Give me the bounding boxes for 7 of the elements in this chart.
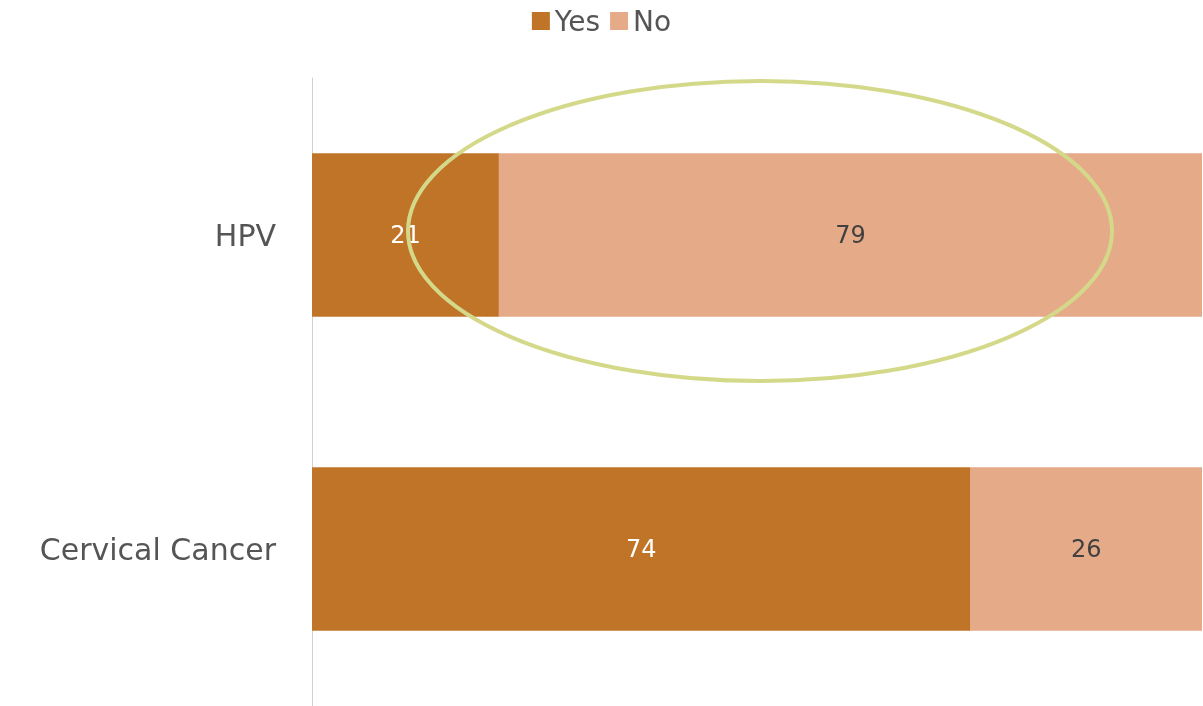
legend-label: No	[633, 4, 672, 38]
y-tick-label: Cervical Cancer	[39, 531, 277, 567]
data-label: 74	[626, 535, 657, 563]
data-label: 79	[835, 221, 866, 249]
data-label: 26	[1071, 535, 1102, 563]
legend-label: Yes	[553, 4, 601, 38]
y-tick-label: HPV	[214, 217, 277, 253]
